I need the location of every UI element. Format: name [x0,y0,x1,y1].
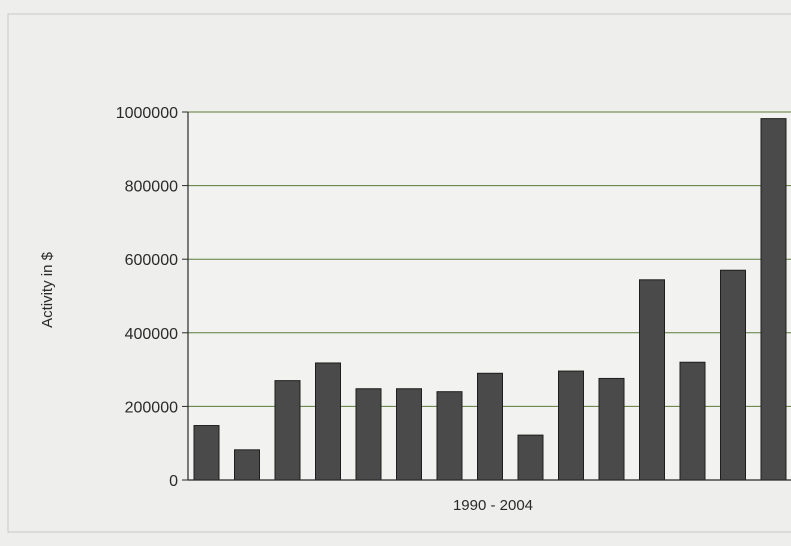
bar-2002 [679,361,706,481]
bar-2000 [598,377,625,481]
y-tick-label: 600000 [125,252,178,269]
bar-1990 [193,425,220,481]
bar-2001 [639,279,665,481]
bars [193,118,787,481]
bar-1996 [436,391,463,481]
y-tick-label: 800000 [125,179,178,196]
y-tick-label: 1000000 [116,105,178,122]
y-tick-label: 200000 [125,399,178,416]
y-axis-ticks: 0 200000 400000 600000 800000 1000000 [116,105,188,490]
bar-1997 [477,372,503,481]
bar-2003 [720,269,746,481]
y-tick-label: 400000 [125,326,178,343]
bar-1999 [558,370,584,481]
bar-1993 [315,362,341,481]
bar-1992 [274,380,301,481]
bar-1998 [517,434,544,481]
x-axis-label: 1990 - 2004 [453,497,533,514]
bar-1994 [355,388,382,481]
bar-2004 [760,118,787,481]
chart-border [7,13,791,533]
y-axis-label: Activity in $ [39,251,56,328]
bar-1995 [396,388,422,481]
y-tick-label: 0 [169,473,178,490]
bar-1991 [234,449,260,481]
